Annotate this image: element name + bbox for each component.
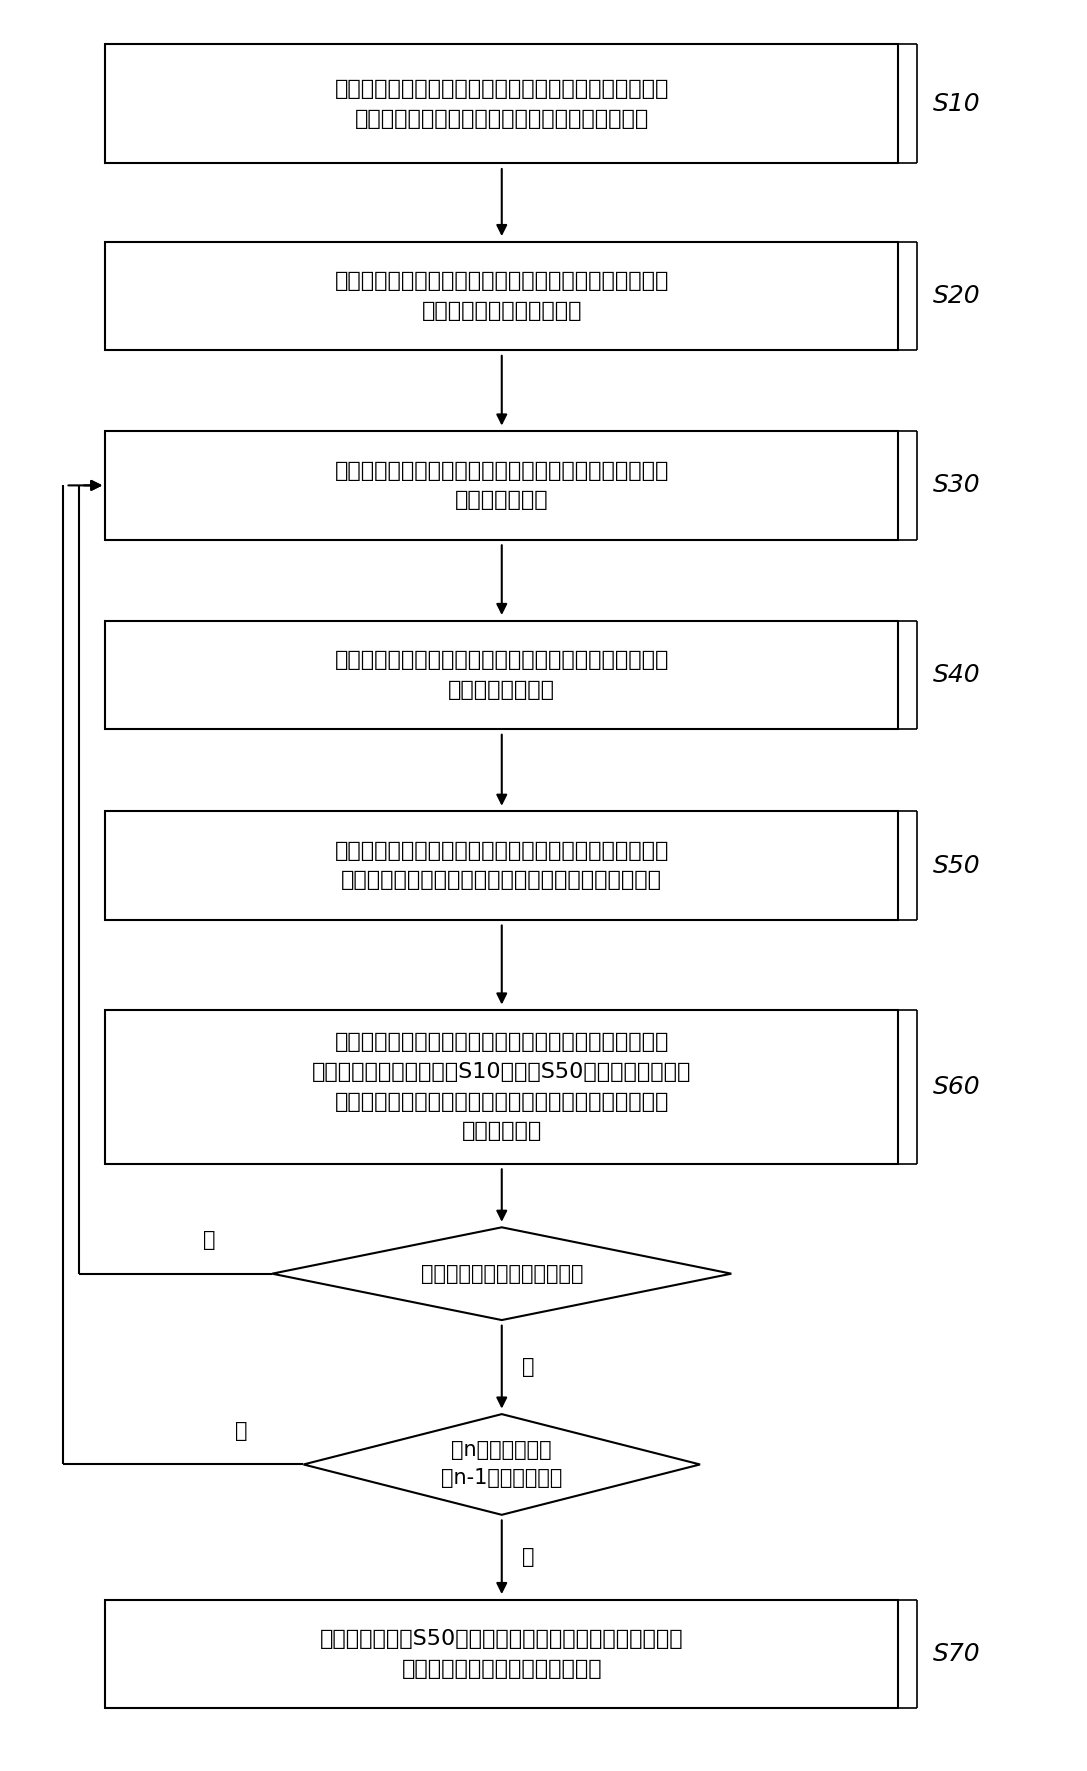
- Text: 是: 是: [522, 1357, 534, 1378]
- Text: 在待测天线与扫描面之间设置一行或一列探头，引入额外
的行或列测量，重复步骤S10至步骤S50计算位于额外的行
或列探头位置的电场；每一次进行额外的行或列测量都计: 在待测天线与扫描面之间设置一行或一列探头，引入额外 的行或列测量，重复步骤S10…: [312, 1032, 691, 1141]
- Bar: [105, 811, 898, 919]
- Text: 计算了两次以上的迭代误差？: 计算了两次以上的迭代误差？: [421, 1264, 583, 1284]
- Bar: [105, 241, 898, 351]
- Polygon shape: [303, 1413, 700, 1514]
- Text: 由待测天线的平面波谱的可信谱域经过傅里叶变换得到待
测天线的口径电场: 由待测天线的平面波谱的可信谱域经过傅里叶变换得到待 测天线的口径电场: [335, 650, 669, 700]
- Polygon shape: [272, 1227, 732, 1319]
- Bar: [105, 44, 898, 163]
- Text: 进行探头修正，这是指由探头的发射谱和探头输出的平面
波谱得到待测天线的发射谱: 进行探头修正，这是指由探头的发射谱和探头输出的平面 波谱得到待测天线的发射谱: [335, 271, 669, 321]
- Bar: [105, 1009, 898, 1164]
- Text: 由待测天线的口径电场通过逆傅里叶变换得到待测天线的
平面波谱的标量形式以及待测天线与扫描面之间的电场: 由待测天线的口径电场通过逆傅里叶变换得到待测天线的 平面波谱的标量形式以及待测天…: [335, 841, 669, 891]
- Text: 否: 否: [235, 1420, 247, 1440]
- Text: S10: S10: [933, 92, 980, 115]
- Text: S50: S50: [933, 854, 980, 878]
- Bar: [105, 1599, 898, 1709]
- Bar: [105, 620, 898, 730]
- Text: 探头设置在与平面天线平行的扫描面上，根据探头接收到
的电场通过逆傅里叶变换得到探头输出的平面波谱: 探头设置在与平面天线平行的扫描面上，根据探头接收到 的电场通过逆傅里叶变换得到探…: [335, 80, 669, 129]
- Text: S20: S20: [933, 283, 980, 308]
- Text: S40: S40: [933, 662, 980, 687]
- Text: 是: 是: [522, 1548, 534, 1567]
- Text: 迭代终止；步骤S50中计算出的待测天线的平面波谱的标量
形式就作为待测天线的远场方向图: 迭代终止；步骤S50中计算出的待测天线的平面波谱的标量 形式就作为待测天线的远场…: [320, 1629, 684, 1679]
- Text: S30: S30: [933, 473, 980, 498]
- Text: S70: S70: [933, 1642, 980, 1667]
- Text: S60: S60: [933, 1075, 980, 1098]
- Text: 由待测天线的发射谱和谱域滤波函数计算待测天线的平面
波谱的可信谱域: 由待测天线的发射谱和谱域滤波函数计算待测天线的平面 波谱的可信谱域: [335, 460, 669, 510]
- Text: 第n次迭代误差＞
第n-1次迭代误差？: 第n次迭代误差＞ 第n-1次迭代误差？: [441, 1440, 562, 1488]
- Text: 否: 否: [203, 1229, 216, 1250]
- Bar: [105, 430, 898, 540]
